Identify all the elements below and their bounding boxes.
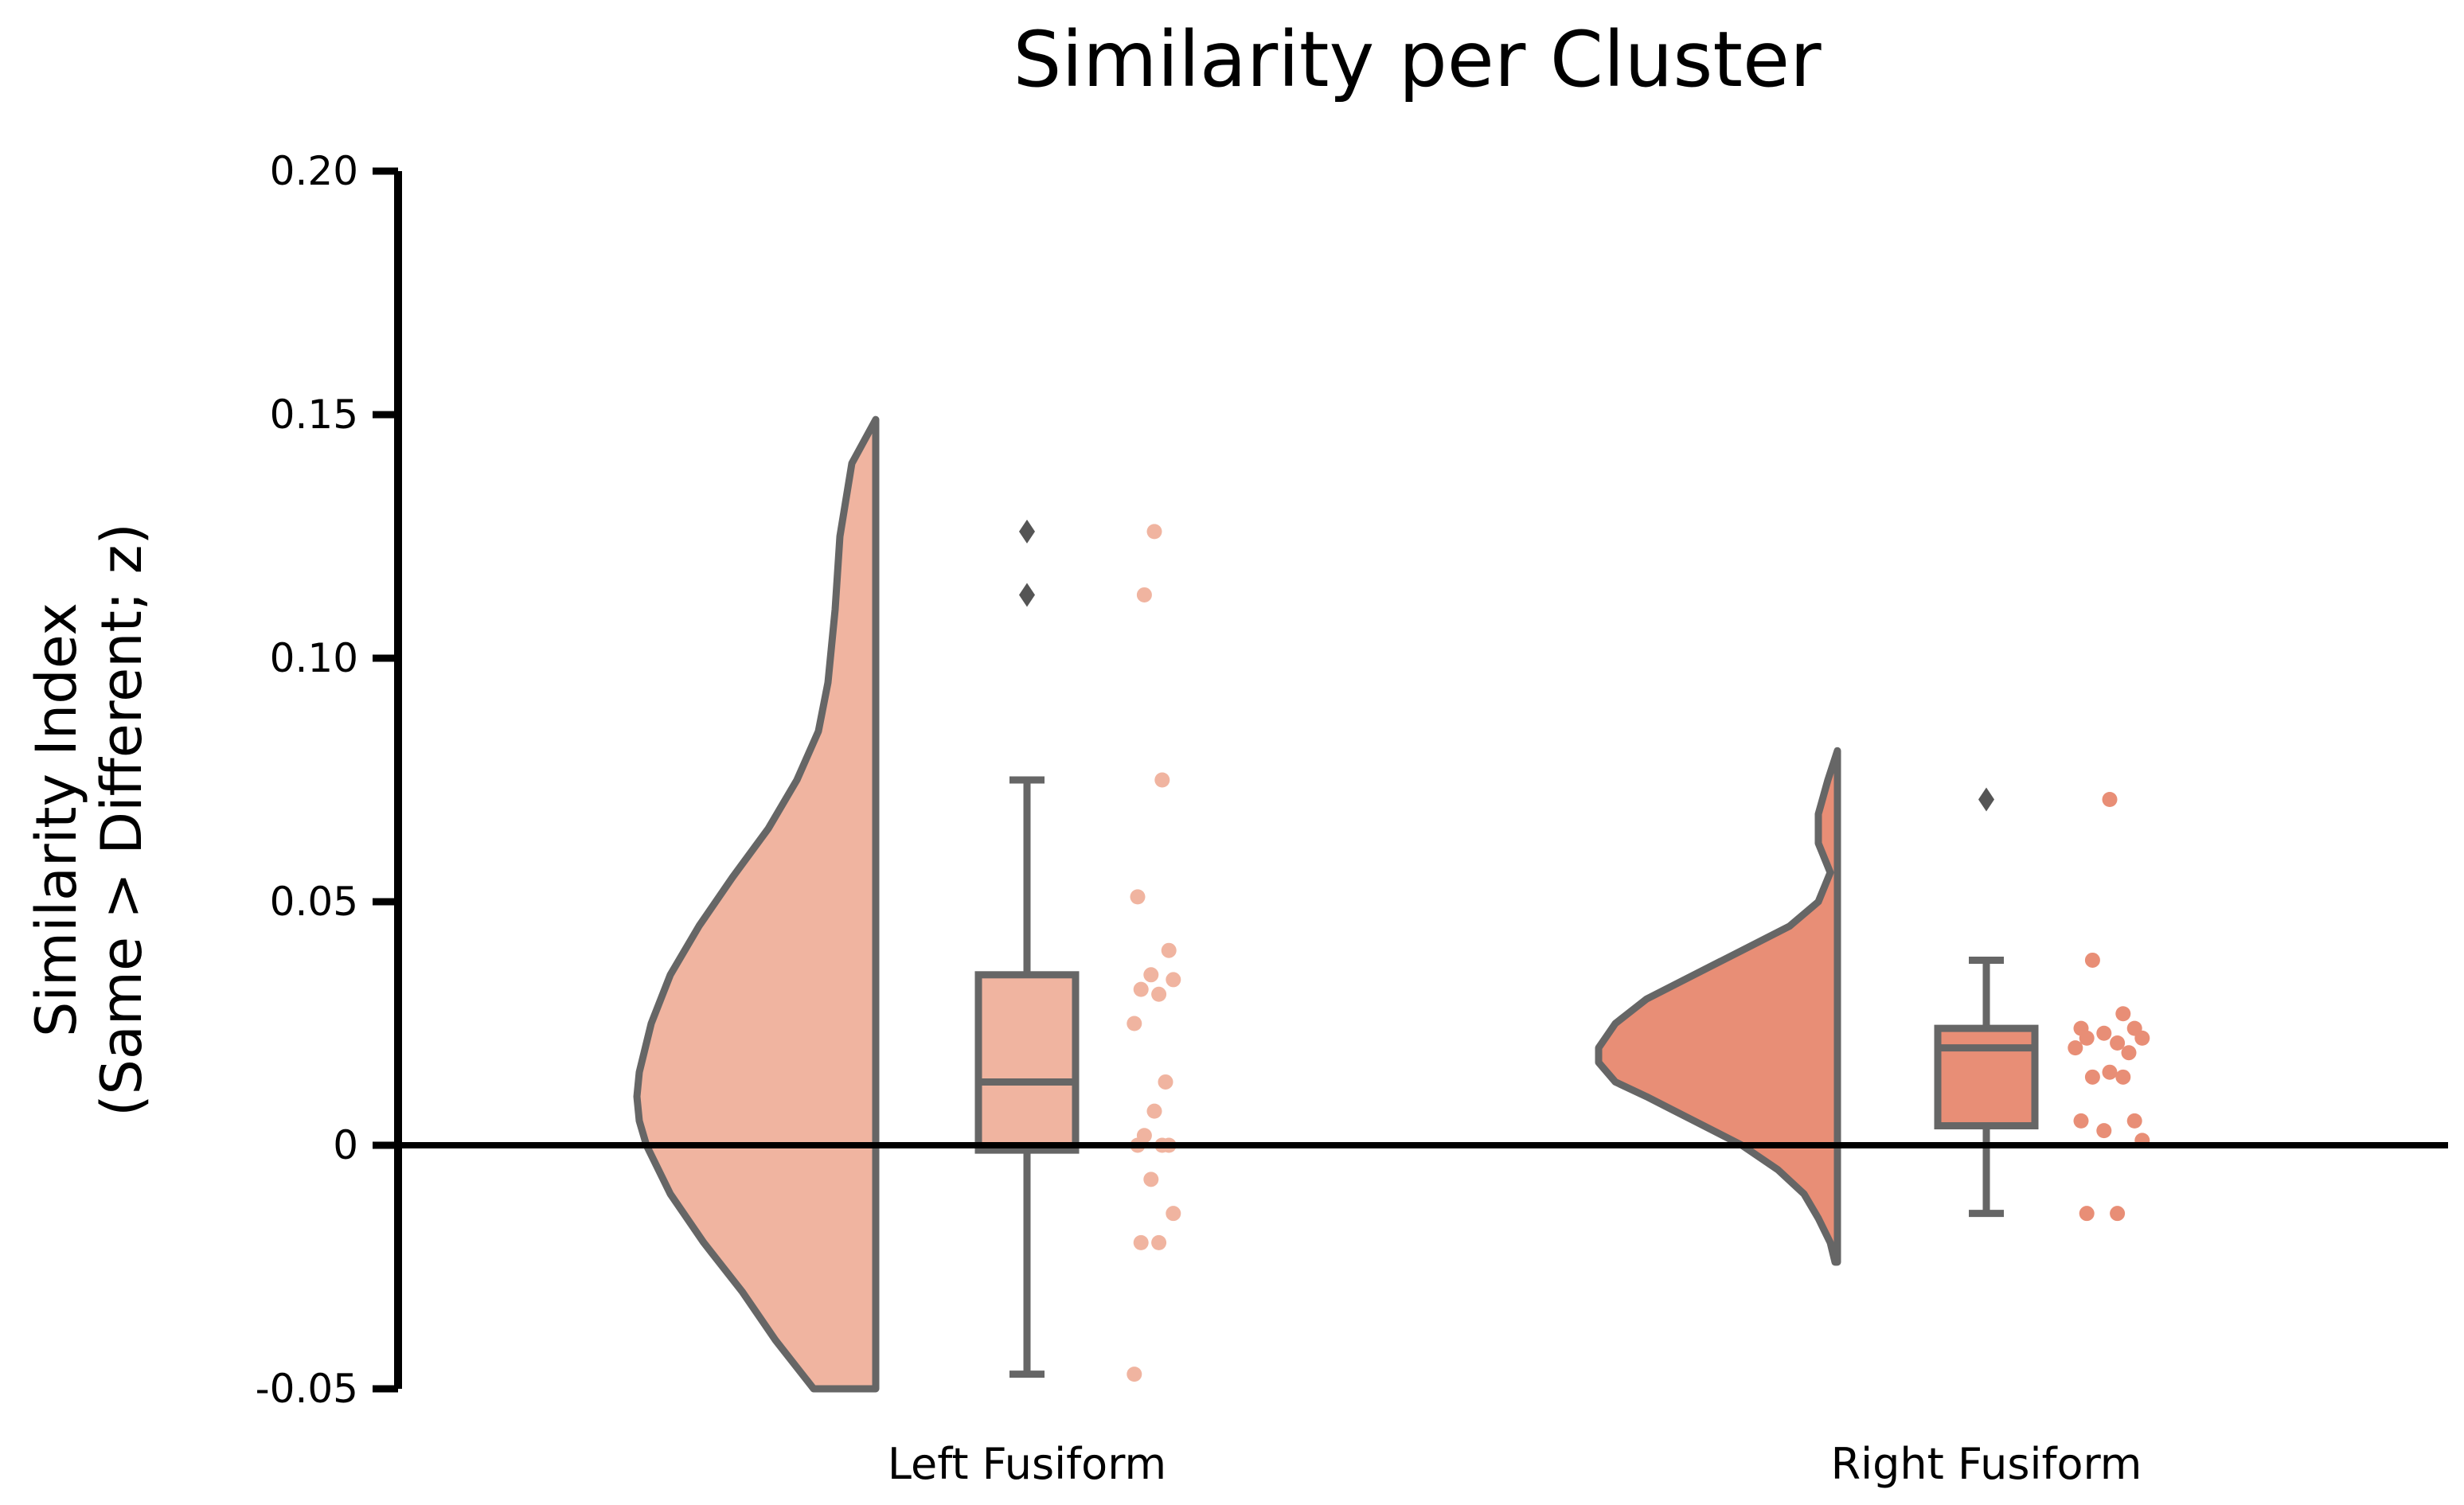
axes: Left Fusiform Right Fusiform 0.20 0.15 0.10 0…: [256, 148, 2448, 1489]
left-fusiform-data-point: [1127, 1367, 1142, 1382]
left-fusiform-outlier-1: [1019, 583, 1035, 607]
left-fusiform-data-point: [1161, 942, 1177, 958]
left-fusiform-data-point: [1136, 587, 1152, 602]
left-fusiform-data-point: [1127, 1016, 1142, 1031]
right-fusiform-data-point: [2073, 1113, 2089, 1129]
right-fusiform-data-point: [2115, 1006, 2131, 1022]
right-fusiform-data-point: [2079, 1206, 2095, 1222]
y-tick-label-1: 0.15: [270, 392, 358, 438]
left-fusiform-data-point: [1154, 772, 1170, 788]
right-fusiform-data-point: [2102, 1064, 2118, 1080]
left-fusiform-data-point: [1166, 972, 1181, 988]
y-tick-label-5: -0.05: [256, 1366, 358, 1412]
left-fusiform-data-point: [1143, 1172, 1159, 1187]
left-fusiform-data-point: [1133, 1234, 1149, 1250]
left-fusiform-density-cloud: [633, 415, 880, 1393]
left-fusiform-data-point: [1146, 1103, 1162, 1119]
right-fusiform-outlier-0: [1978, 787, 1994, 812]
right-fusiform-data-point: [2068, 1040, 2083, 1056]
y-tick-label-3: 0.05: [270, 879, 358, 925]
y-axis-label: Similarity Index (Same > Different; z): [24, 523, 154, 1117]
y-axis-label-line-2: (Same > Different; z): [89, 523, 154, 1117]
y-tick-label-4: 0: [333, 1122, 358, 1168]
right-fusiform-data-point: [2096, 1025, 2112, 1041]
y-axis-label-line-1: Similarity Index: [24, 602, 89, 1037]
y-tick-label-0: 0.20: [270, 148, 358, 194]
right-fusiform-data-point: [2110, 1035, 2126, 1051]
left-fusiform-data-point: [1158, 1074, 1173, 1090]
right-fusiform-data-point: [2102, 791, 2118, 807]
left-fusiform-data-point: [1151, 1234, 1167, 1250]
left-fusiform-outlier-0: [1019, 519, 1035, 544]
right-fusiform-data-point: [2134, 1030, 2150, 1046]
right-fusiform-iqr-box: [1934, 1024, 2039, 1130]
y-tick-label-2: 0.10: [270, 635, 358, 681]
left-fusiform-iqr-box: [974, 971, 1080, 1154]
left-fusiform-data-point: [1143, 967, 1159, 983]
right-fusiform-data-point: [2110, 1206, 2126, 1222]
right-fusiform-data-point: [2084, 952, 2100, 968]
right-fusiform-data-point: [2126, 1113, 2142, 1129]
left-fusiform-data-point: [1130, 889, 1146, 905]
right-fusiform-data-point: [2115, 1069, 2131, 1085]
left-fusiform-category-label: Left Fusiform: [888, 1439, 1166, 1489]
left-fusiform-data-point: [1133, 981, 1149, 997]
right-fusiform-data-point: [2121, 1045, 2137, 1061]
right-fusiform-density-cloud: [1595, 747, 1841, 1266]
left-fusiform-data-point: [1146, 524, 1162, 540]
chart-title: Similarity per Cluster: [1013, 15, 1822, 104]
right-fusiform-data-point: [2096, 1123, 2112, 1139]
right-fusiform-category-label: Right Fusiform: [1831, 1439, 2142, 1489]
right-fusiform-data-point: [2079, 1030, 2095, 1046]
right-fusiform-data-point: [2084, 1069, 2100, 1085]
plot-area: [633, 415, 2150, 1393]
left-fusiform-data-point: [1151, 986, 1167, 1002]
left-fusiform-data-point: [1166, 1206, 1181, 1222]
